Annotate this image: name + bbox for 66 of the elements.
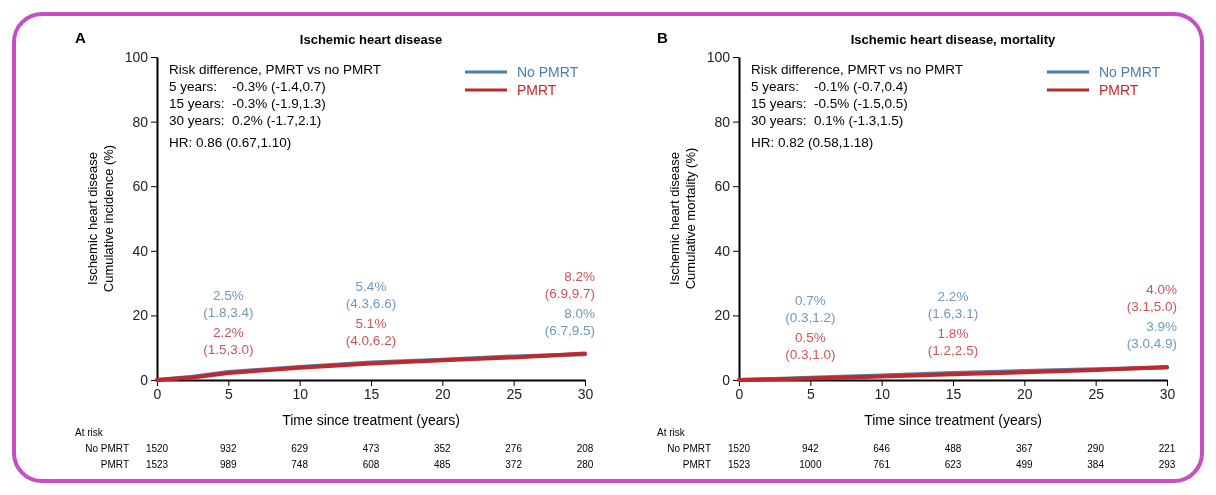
text: At risk <box>75 427 104 438</box>
chart-title: Ischemic heart disease, mortality <box>850 32 1057 47</box>
y-tick-label: 60 <box>132 178 149 195</box>
x-tick-label: 10 <box>292 385 309 402</box>
annotation: 30 years: 0.1% (-1.3,1.5) <box>751 113 904 128</box>
y-tick-label: 40 <box>132 242 149 259</box>
y-tick-label: 20 <box>714 307 731 324</box>
y-axis-title: Ischemic heart disease Cumulative incidence (%) <box>85 144 116 293</box>
text: PMRT 1523 989 748 608 485 372 280 <box>100 459 594 470</box>
text: No PMRT 1520 932 629 473 352 276 208 <box>85 443 594 454</box>
x-tick-label: 20 <box>1017 385 1033 402</box>
annotation: Risk difference, PMRT vs no PMRT <box>169 62 382 77</box>
x-tick-label: 5 <box>224 385 233 402</box>
annotation: 2.5% (1.8,3.4) <box>203 287 254 320</box>
y-tick-label: 80 <box>714 113 731 130</box>
x-tick-label: 0 <box>153 385 162 402</box>
annotation: Risk difference, PMRT vs no PMRT <box>751 62 964 77</box>
y-tick-label: 0 <box>140 371 149 388</box>
annotation: 8.2% (6.9,9.7) <box>544 269 595 302</box>
x-tick-label: 15 <box>363 385 380 402</box>
annotation: 15 years: -0.3% (-1.9,1.3) <box>169 96 326 111</box>
x-tick-label: 0 <box>735 385 744 402</box>
annotation: 15 years: -0.5% (-1.5,0.5) <box>751 96 908 111</box>
x-axis-title: Time since treatment (years) <box>282 412 460 428</box>
y-tick-label: 60 <box>714 178 731 195</box>
x-tick-label: 5 <box>806 385 815 402</box>
x-tick-label: 30 <box>1159 385 1176 402</box>
y-tick-label: 0 <box>722 371 731 388</box>
y-tick-label: 40 <box>714 242 731 259</box>
annotation: 2.2% (1.6,3.1) <box>927 289 979 322</box>
y-tick-label: 80 <box>132 113 149 130</box>
x-tick-label: 15 <box>945 385 962 402</box>
legend-label: PMRT <box>517 82 557 98</box>
text: A <box>75 29 86 46</box>
chart-title: Ischemic heart disease <box>299 32 443 47</box>
annotation: 5 years: -0.1% (-0.7,0.4) <box>751 79 908 94</box>
annotation: HR: 0.86 (0.67,1.10) <box>169 135 292 150</box>
annotation: 5 years: -0.3% (-1.4,0.7) <box>169 79 326 94</box>
legend-label: No PMRT <box>517 64 579 80</box>
annotation: 1.8% (1.2,2.5) <box>927 326 979 359</box>
legend-label: No PMRT <box>1099 64 1161 80</box>
y-tick-label: 100 <box>124 48 149 65</box>
text: B <box>657 29 668 46</box>
y-axis-title: Ischemic heart disease Cumulative mortality (%) <box>667 147 698 290</box>
annotation: 5.4% (4.3,6.6) <box>345 278 397 311</box>
y-tick-label: 100 <box>706 48 731 65</box>
annotation: 8.0% (6.7,9.5) <box>544 306 595 339</box>
x-tick-label: 25 <box>506 385 523 402</box>
annotation: 4.0% (3.1,5.0) <box>1126 282 1177 315</box>
text: No PMRT 1520 942 646 488 367 290 221 <box>667 443 1176 454</box>
x-tick-label: 10 <box>874 385 891 402</box>
y-tick-label: 20 <box>132 307 149 324</box>
text: PMRT 1523 1000 761 623 499 384 293 <box>682 459 1176 470</box>
text: At risk <box>657 427 686 438</box>
x-tick-label: 20 <box>435 385 451 402</box>
annotation: 3.9% (3.0,4.9) <box>1126 319 1177 352</box>
annotation: 5.1% (4.0,6.2) <box>345 315 397 348</box>
annotation: 2.2% (1.5,3.0) <box>203 324 254 357</box>
annotation: 0.7% (0.3,1.2) <box>785 293 836 326</box>
legend-label: PMRT <box>1099 82 1139 98</box>
annotation: 30 years: 0.2% (-1.7,2.1) <box>169 113 322 128</box>
x-tick-label: 30 <box>577 385 594 402</box>
x-tick-label: 25 <box>1088 385 1105 402</box>
x-axis-title: Time since treatment (years) <box>864 412 1042 428</box>
annotation: HR: 0.82 (0.58,1.18) <box>751 135 874 150</box>
annotation: 0.5% (0.3,1.0) <box>785 330 836 363</box>
